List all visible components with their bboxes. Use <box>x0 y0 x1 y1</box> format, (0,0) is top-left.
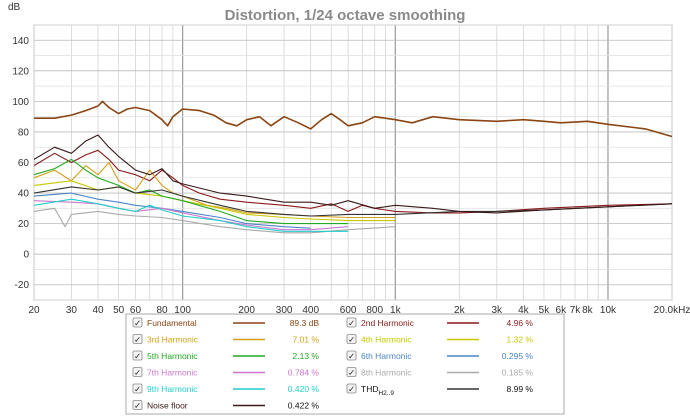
legend-checkbox-3rd-harmonic[interactable] <box>132 334 143 344</box>
checkmark-icon: ✓ <box>134 401 141 411</box>
axis-ticks: -20 0 20 40 60 80 100 120 140 20 30 40 50 60 80 100 200 3… <box>12 36 690 316</box>
x-tick-label: 3k <box>492 305 504 316</box>
legend: ✓ Fundamental 89.3 dB ✓ 2nd Harmonic 4.96 % ✓ 3… <box>125 313 565 415</box>
y-tick-label: 60 <box>18 158 30 169</box>
legend-checkbox-4th-harmonic[interactable] <box>346 334 357 344</box>
legend-value-6th-harmonic: 0.295 % <box>502 351 534 361</box>
x-tick-label: 1k <box>390 305 402 316</box>
legend-box <box>125 313 565 415</box>
legend-checkbox-6th-harmonic[interactable] <box>346 350 357 361</box>
y-tick-label: -20 <box>15 280 30 291</box>
x-tick-label: 4k <box>518 305 530 316</box>
checkmark-icon: ✓ <box>348 384 355 394</box>
x-tick-label: 30 <box>66 305 78 316</box>
legend-label-8th-harmonic: 8th Harmonic <box>361 368 412 378</box>
checkmark-icon: ✓ <box>134 318 141 328</box>
legend-checkbox-2nd-harmonic[interactable] <box>346 317 357 328</box>
legend-label-subscript: H2..9 <box>378 390 394 397</box>
legend-checkbox-8th-harmonic[interactable] <box>346 367 357 377</box>
x-tick-label: 5k <box>539 305 551 316</box>
x-tick-label: 20 <box>28 305 40 316</box>
legend-value-3rd-harmonic: 7.01 % <box>293 335 320 345</box>
series-line-thd <box>33 186 673 217</box>
x-tick-label: 100 <box>174 305 191 316</box>
legend-value-thd: 8.99 % <box>507 384 534 394</box>
legend-checkbox-noise-floor[interactable] <box>132 400 143 410</box>
x-tick-label: 80 <box>156 305 168 316</box>
legend-label-5th-harmonic: 5th Harmonic <box>147 351 198 361</box>
y-tick-label: 120 <box>12 66 29 77</box>
x-tick-label: 400 <box>302 305 319 316</box>
series-line-8th-harmonic <box>33 207 396 234</box>
legend-value-4th-harmonic: 1.32 % <box>507 335 534 345</box>
legend-label-4th-harmonic: 4th Harmonic <box>361 335 412 345</box>
legend-label-3rd-harmonic: 3rd Harmonic <box>147 335 199 345</box>
legend-checkbox-fundamental[interactable] <box>132 317 143 328</box>
x-tick-label: 60 <box>130 305 142 316</box>
x-tick-label: 600 <box>340 305 357 316</box>
legend-value-5th-harmonic: 2.13 % <box>293 351 320 361</box>
legend-label-2nd-harmonic: 2nd Harmonic <box>361 318 415 328</box>
legend-label-9th-harmonic: 9th Harmonic <box>147 384 198 394</box>
y-tick-label: 0 <box>23 250 29 261</box>
y-tick-label: 20 <box>18 219 30 230</box>
x-tick-label: 7k <box>570 305 582 316</box>
legend-label-fundamental: Fundamental <box>147 318 197 328</box>
legend-label-7th-harmonic: 7th Harmonic <box>147 368 198 378</box>
legend-value-7th-harmonic: 0.784 % <box>288 368 320 378</box>
legend-label-6th-harmonic: 6th Harmonic <box>361 351 412 361</box>
x-tick-label: 8k <box>582 305 594 316</box>
y-tick-label: 40 <box>18 189 30 200</box>
x-tick-label: 800 <box>366 305 383 316</box>
legend-value-noise-floor: 0.422 % <box>288 401 320 411</box>
y-tick-label: 80 <box>18 127 30 138</box>
y-tick-label: 100 <box>12 97 29 108</box>
x-tick-label: 200 <box>238 305 255 316</box>
checkmark-icon: ✓ <box>348 335 355 345</box>
legend-checkbox-thd[interactable] <box>346 383 357 394</box>
checkmark-icon: ✓ <box>348 318 355 328</box>
x-tick-label: 40 <box>92 305 104 316</box>
series-line-2nd-harmonic <box>33 149 673 214</box>
legend-value-9th-harmonic: 0.420 % <box>288 384 320 394</box>
y-tick-label: 140 <box>12 36 29 47</box>
x-tick-label: 20.0kHz <box>654 305 690 316</box>
x-tick-label: 6k <box>556 305 568 316</box>
series-line-9th-harmonic <box>33 198 349 232</box>
chart-title: Distortion, 1/24 octave smoothing <box>225 7 466 24</box>
checkmark-icon: ✓ <box>134 335 141 345</box>
legend-checkbox-5th-harmonic[interactable] <box>132 350 143 361</box>
checkmark-icon: ✓ <box>348 368 355 378</box>
grid <box>33 24 673 301</box>
checkmark-icon: ✓ <box>348 351 355 361</box>
series-line-fundamental <box>34 100 673 138</box>
legend-checkbox-7th-harmonic[interactable] <box>132 367 143 377</box>
series-line-5th-harmonic <box>33 158 349 225</box>
checkmark-icon: ✓ <box>134 368 141 378</box>
legend-value-2nd-harmonic: 4.96 % <box>507 318 534 328</box>
x-tick-label: 50 <box>113 305 125 316</box>
series-line-noise-floor <box>33 134 673 214</box>
x-tick-label: 10k <box>600 305 617 316</box>
checkmark-icon: ✓ <box>134 384 141 394</box>
checkmark-icon: ✓ <box>134 351 141 361</box>
legend-value-fundamental: 89.3 dB <box>290 318 320 328</box>
legend-label-noise-floor: Noise floor <box>147 401 188 411</box>
x-tick-label: 2k <box>454 305 466 316</box>
series-lines <box>33 100 673 234</box>
legend-checkbox-9th-harmonic[interactable] <box>132 383 143 394</box>
x-tick-label: 300 <box>276 305 293 316</box>
y-axis-label: dB <box>8 2 21 13</box>
legend-value-8th-harmonic: 0.185 % <box>502 368 534 378</box>
